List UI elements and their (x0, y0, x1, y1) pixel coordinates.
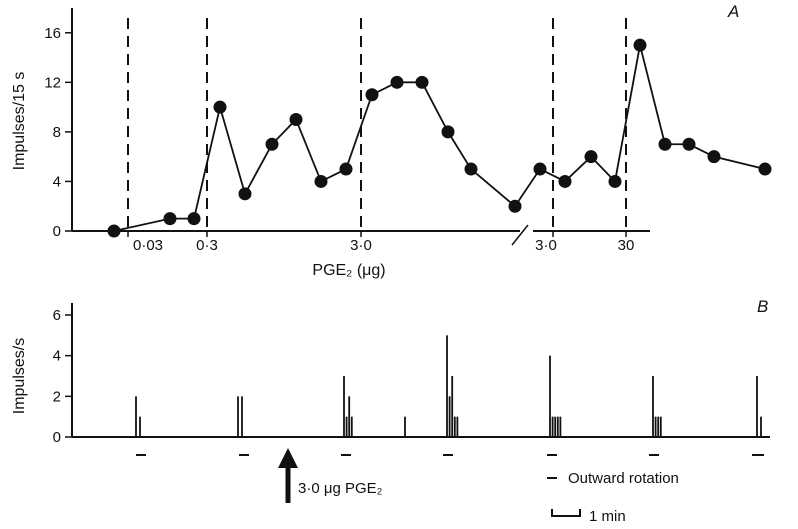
panel-b-y-tick-label: 6 (53, 307, 61, 324)
panel-a-y-axis-title: Impulses/15 s (11, 72, 28, 171)
data-point (107, 224, 121, 238)
time-scale-bar-label: 1 min (589, 508, 626, 525)
data-point (533, 162, 547, 176)
panel-b-y-tick-label: 4 (53, 348, 61, 365)
panel-a-y-tick-label: 0 (53, 223, 61, 240)
dose-label: 3·0 (535, 237, 557, 254)
dose-arrow-label: 3·0 μg PGE₂ (298, 480, 383, 497)
time-scale-bar (551, 509, 581, 517)
data-point (633, 38, 647, 52)
data-point (608, 174, 622, 188)
data-point (441, 125, 455, 139)
data-point (584, 150, 598, 164)
panel-a-y-tick-label: 4 (53, 173, 61, 190)
data-point (464, 162, 478, 176)
dose-label: 0·03 (133, 237, 163, 254)
dose-label: 30 (618, 237, 635, 254)
data-point (707, 150, 721, 164)
rotation-legend-label: Outward rotation (568, 470, 679, 487)
panel-a-series-line (113, 44, 766, 232)
data-point (415, 75, 429, 89)
panel-b-y-axis-title: Impulses/s (11, 338, 28, 414)
data-point (682, 137, 696, 151)
dose-label: 0·3 (196, 237, 218, 254)
panel-a-x-axis-title: PGE₂ (μg) (312, 262, 385, 279)
dose-arrow (278, 448, 298, 503)
panel-a-y-tick-label: 16 (44, 25, 61, 42)
data-point (365, 88, 379, 102)
data-point (658, 137, 672, 151)
data-point (265, 137, 279, 151)
data-point (558, 174, 572, 188)
data-point (508, 199, 522, 213)
data-point (339, 162, 353, 176)
panel-b: B Impulses/s 0 2 4 6 3·0 μg PGE₂ Outward ro… (11, 297, 770, 525)
data-point (758, 162, 772, 176)
panel-b-y-tick-label: 2 (53, 388, 61, 405)
data-point (238, 187, 252, 201)
data-point (289, 113, 303, 126)
data-point (187, 212, 201, 226)
data-point (314, 174, 328, 188)
axis-break-mark (511, 224, 529, 246)
dose-label: 3·0 (350, 237, 372, 254)
dose-arrow-head (278, 448, 298, 468)
data-point (163, 212, 177, 226)
panel-b-y-tick-label: 0 (53, 429, 61, 446)
data-point (390, 75, 404, 89)
data-point (213, 100, 227, 114)
panel-a-y-tick-label: 8 (53, 124, 61, 141)
panel-a-y-tick-label: 12 (44, 74, 61, 91)
panel-a-letter: A (727, 2, 739, 21)
panel-b-letter: B (757, 297, 768, 316)
